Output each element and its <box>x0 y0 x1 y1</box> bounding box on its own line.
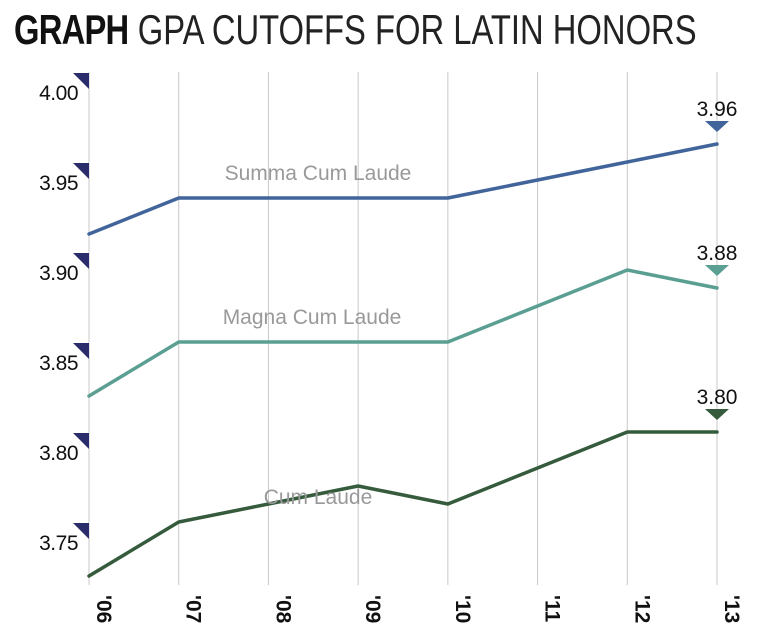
chart-title: GPA CUTOFFS FOR LATIN HONORS <box>137 6 697 53</box>
x-tick-label: '10 <box>451 595 474 623</box>
end-value-label: 3.88 <box>697 242 738 265</box>
end-marker <box>705 121 729 132</box>
end-value-label: 3.80 <box>697 386 738 409</box>
y-tick-label: 4.00 <box>39 82 78 105</box>
y-tick-marker <box>73 523 89 539</box>
series-lines <box>87 142 719 578</box>
y-tick-marker <box>73 163 89 179</box>
x-tick-label: '11 <box>541 595 564 623</box>
y-tick-marker <box>73 73 89 89</box>
series-name-label: Summa Cum Laude <box>225 162 412 185</box>
y-tick-label: 3.90 <box>39 262 78 285</box>
y-axis: 4.00 3.95 3.90 3.85 3.80 3.75 <box>39 73 89 555</box>
x-tick-label: '09 <box>361 595 384 623</box>
y-tick-label: 3.95 <box>39 172 78 195</box>
x-tick-label: '12 <box>630 595 653 623</box>
y-tick-label: 3.75 <box>39 532 78 555</box>
x-tick-label: '06 <box>92 595 115 623</box>
series-name-label: Magna Cum Laude <box>223 306 402 329</box>
series-labels: Summa Cum Laude 3.96 Magna Cum Laude 3.88 Cu… <box>223 98 738 509</box>
heading-kicker: GRAPH <box>14 6 129 53</box>
series-name-label: Cum Laude <box>264 486 373 509</box>
y-tick-label: 3.85 <box>39 352 78 375</box>
series-line <box>87 142 719 236</box>
chart-heading: GRAPH GPA CUTOFFS FOR LATIN HONORS <box>14 6 697 58</box>
y-tick-marker <box>73 343 89 359</box>
x-tick-label: '13 <box>720 595 743 623</box>
end-marker <box>705 265 729 276</box>
series-line <box>87 430 719 578</box>
y-tick-marker <box>73 433 89 449</box>
x-tick-label: '08 <box>271 595 294 624</box>
x-axis: '06 '07 '08 '09 '10 '11 '12 '13 <box>92 595 743 624</box>
series-line <box>87 268 719 398</box>
y-tick-label: 3.80 <box>39 442 78 465</box>
end-marker <box>705 409 729 420</box>
x-tick-label: '07 <box>182 595 205 623</box>
y-tick-marker <box>73 253 89 269</box>
end-value-label: 3.96 <box>697 98 738 121</box>
gridlines <box>88 72 718 585</box>
